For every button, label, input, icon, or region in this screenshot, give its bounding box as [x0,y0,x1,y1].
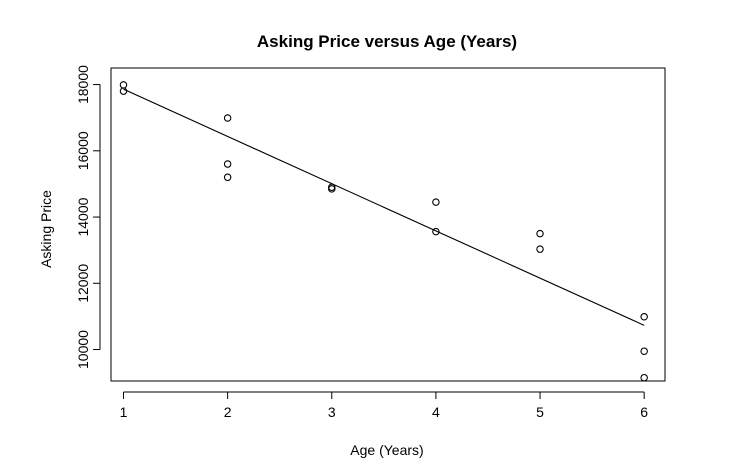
data-point [536,229,544,238]
data-point [432,198,440,206]
data-point [640,373,648,382]
data-point [328,185,336,193]
plot-frame [110,67,666,382]
data-point [223,173,232,182]
data-point [223,114,232,122]
x-tick-label: 6 [640,404,648,420]
x-axis: 1 2 3 4 5 6 [120,391,648,420]
data-point [119,87,128,95]
x-tick-label: 3 [328,404,336,420]
y-tick-label: 16000 [75,131,91,170]
x-tick-label: 2 [224,404,232,420]
y-tick-label: 12000 [75,264,91,303]
data-point [432,227,440,236]
regression-line [123,88,645,326]
y-tick-label: 14000 [75,197,91,236]
y-axis: 10000 12000 14000 16000 18000 [75,65,101,369]
x-tick-label: 5 [536,404,544,420]
data-points [119,81,648,382]
y-axis-label: Asking Price [38,190,54,268]
x-axis-label: Age (Years) [350,442,423,458]
chart-title: Asking Price versus Age (Years) [257,32,517,51]
regression-line-group [123,88,645,326]
data-point [640,312,648,321]
data-point [536,245,544,253]
data-point [119,81,128,89]
data-point [223,160,232,168]
x-tick-label: 4 [432,404,440,420]
y-tick-label: 18000 [75,65,91,104]
y-tick-label: 10000 [75,330,91,369]
data-point [640,347,648,355]
x-tick-label: 1 [120,404,128,420]
